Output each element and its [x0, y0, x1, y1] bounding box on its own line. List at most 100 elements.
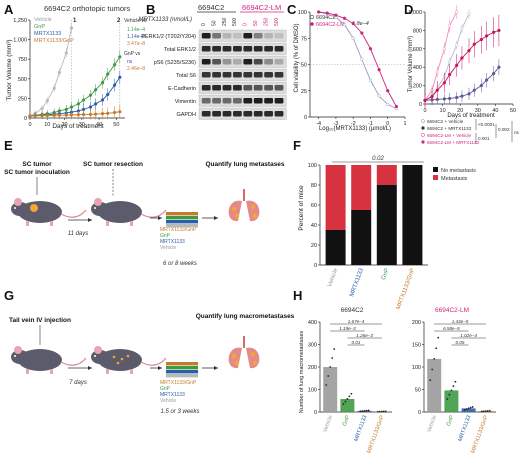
panel-letter-d: D [404, 2, 413, 17]
stat-1b: 1.14e–8 [127, 34, 145, 40]
c-6694c2-point [368, 78, 373, 82]
a-series-3-point [88, 112, 93, 117]
g-arrow-1-head [88, 366, 92, 370]
c-x-tick-label: -2 [351, 121, 356, 127]
blot-band [233, 98, 242, 104]
e-lungs [228, 189, 260, 222]
blot-band [212, 33, 221, 39]
g-lungs-metastasis [252, 360, 258, 366]
blot-band [264, 98, 273, 104]
f-bar-no-metastasis [376, 185, 397, 265]
c-6694c2-line [318, 11, 397, 110]
blot-band [212, 85, 221, 91]
h-right-point [431, 368, 434, 371]
c-6694c2-lm-point [334, 13, 338, 17]
g-mouse-2-tail [140, 357, 167, 366]
stats-head-1: Vehicle vs [124, 18, 147, 24]
g-mouse-1-head [11, 350, 29, 364]
h-right-point [452, 385, 455, 387]
g-step-1: Tail vein IV injection [9, 317, 71, 324]
h-left-point [365, 409, 368, 412]
c-y-tick-label: 100 [298, 10, 307, 16]
g-lungs-right-lobe [246, 347, 260, 369]
g-treat-4: Vehicle [160, 398, 176, 404]
dose-label: 250 [222, 17, 228, 26]
h-left-y-tick-label: 0 [314, 410, 317, 416]
blot-band [233, 46, 242, 52]
a-series-2-point [93, 102, 98, 106]
a-series-1-point [112, 63, 117, 67]
c-6694c2-lm-point [316, 10, 321, 14]
e-drug-stack-bar [166, 216, 198, 220]
e-treatment-list: MRTX1133/GnP GnP MRTX1133 Vehicle [160, 227, 197, 251]
d-6694c2-veh-point [455, 43, 459, 47]
h-right-y-tick-label: 50 [415, 388, 421, 394]
blot-band [264, 59, 273, 65]
g-mouse-2-tumor [112, 355, 116, 359]
f-bar-no-metastasis [325, 230, 346, 265]
a-series-2-point [106, 92, 110, 97]
f-category-label: GnP [381, 268, 391, 281]
a-series-1-point [76, 102, 81, 106]
g-treat-2: GnP [160, 386, 171, 392]
blot-band [201, 59, 211, 65]
a-series-0-point [40, 106, 44, 111]
h-left-y-tick-label: 400 [308, 320, 317, 326]
blot-band [233, 59, 242, 65]
d-lm-mrtx-point [460, 56, 464, 60]
d-y-tick-label: 0 [419, 102, 422, 108]
blot-band [274, 111, 284, 117]
f-bar-metastasis [325, 165, 346, 230]
e-mouse-1-tail [60, 209, 87, 218]
h-left-point [350, 392, 353, 395]
a-series-3-point [40, 113, 44, 118]
blot-band [222, 46, 232, 52]
c-6694c2-point [377, 94, 381, 98]
dose-label: 0 [243, 23, 249, 26]
h-left-point [329, 366, 332, 368]
a-series-3-line [29, 111, 120, 117]
h-left-point [384, 410, 387, 413]
panel-a-xlabel: Days of treatment [52, 123, 103, 130]
e-drug-stack-bar [166, 224, 198, 228]
a-series-1-point [88, 93, 93, 97]
legend-d-3: 6694C2-LM + Vehicle [427, 133, 471, 138]
h-right-point [471, 406, 474, 408]
a-series-3-point [81, 112, 86, 117]
pvalue-c: 1.8e–4 [352, 21, 369, 27]
d-lm-mrtx-point [484, 34, 489, 38]
d-series [423, 5, 501, 109]
h-left-bracket-pvalue: 1.67e–4 [348, 319, 365, 324]
d-lm-veh-point [447, 24, 452, 28]
e-mouse-2-eye [94, 207, 96, 209]
drug-label: MRTX1133 (nmol/L) [139, 17, 192, 23]
h-left-bracket-pvalue: 1.19e–3 [339, 326, 356, 331]
timepoint-marker-2: 2 [117, 18, 121, 24]
g-mouse-2-tumor [120, 357, 124, 361]
d-y-tick-label: 1,000 [408, 10, 422, 16]
e-step-2: SC tumor resection [83, 161, 143, 168]
g-duration: 1.5 or 3 weeks [160, 409, 199, 415]
h-left-point [346, 398, 349, 400]
panel-e-schematic: SC tumor SC tumor inoculation SC tumor r… [4, 161, 285, 267]
legend-c-1: 6694C2 [316, 15, 335, 21]
a-series-3-point [28, 114, 32, 118]
blot-band [243, 33, 253, 39]
panel-f-legend: No metastasis Metastasis [433, 167, 476, 182]
g-lungs-metastasis [234, 360, 240, 366]
c-x-tick-label: -4 [316, 121, 321, 127]
a-series-2-line [29, 76, 121, 117]
g-mouse-2-body [98, 349, 142, 371]
a-series-2-point [100, 98, 105, 102]
c-6694c2-point [351, 36, 355, 40]
h-right-point [480, 410, 483, 413]
d-x-tick-label: 30 [475, 108, 481, 114]
d-lm-veh-line [424, 11, 458, 101]
d-lm-mrtx-point [455, 63, 459, 68]
blot-band [253, 46, 263, 52]
timepoint-marker-1: 1 [73, 18, 77, 24]
g-arrow-2-head [158, 366, 162, 370]
h-right-point [467, 407, 470, 410]
